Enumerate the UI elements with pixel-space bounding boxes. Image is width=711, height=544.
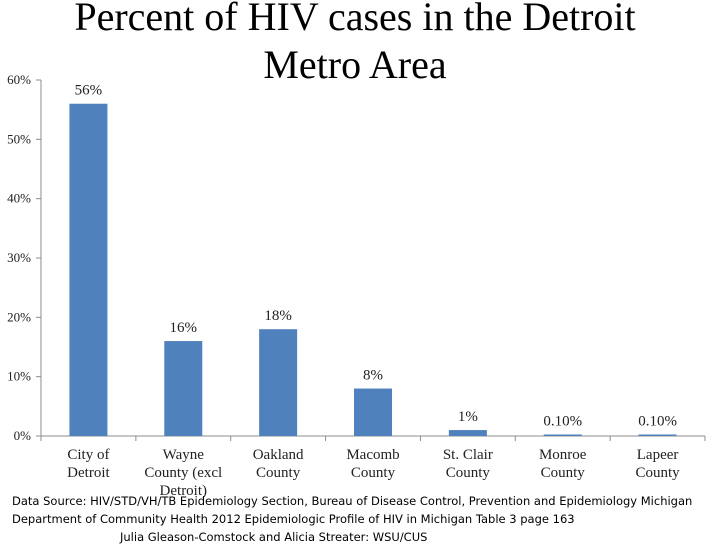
data-label: 8%	[363, 368, 383, 384]
source-line-2: Department of Community Health 2012 Epid…	[12, 512, 575, 526]
category-label: Detroit)	[160, 483, 207, 499]
source-credit: Julia Gleason-Comstock and Alicia Streat…	[120, 530, 428, 544]
category-label: County	[256, 465, 301, 481]
category-label: St. Clair	[443, 447, 493, 463]
y-tick-label: 20%	[7, 309, 31, 324]
chart-bars	[69, 103, 677, 436]
category-label: County	[541, 465, 586, 481]
bar	[69, 103, 108, 436]
chart-category-labels: City of Detroit Wayne County (excl Detroit) O…	[67, 447, 680, 499]
category-label: Oakland	[253, 447, 304, 463]
data-label: 16%	[170, 320, 198, 336]
y-tick-label: 30%	[7, 250, 31, 265]
bar	[638, 434, 677, 436]
chart-title-line: Percent of HIV cases in the Detroit	[74, 0, 635, 39]
bar	[543, 434, 582, 436]
y-tick-label: 50%	[7, 131, 31, 146]
category-label: Lapeer	[637, 447, 679, 463]
chart-axes: 0% 10% 20% 30% 40% 50% 60%	[7, 72, 706, 443]
category-label: Macomb	[346, 447, 399, 463]
y-tick-label: 60%	[7, 72, 31, 87]
data-label: 0.10%	[543, 414, 582, 430]
y-tick-label: 0%	[14, 428, 32, 443]
chart-title-line: Metro Area	[263, 42, 447, 87]
y-tick-label: 40%	[7, 191, 31, 206]
source-line-1: Data Source: HIV/STD/VH/TB Epidemiology …	[12, 494, 693, 508]
category-label: County	[351, 465, 396, 481]
chart-data-labels: 56% 16% 18% 8% 1% 0.10% 0.10%	[75, 83, 677, 430]
data-label: 56%	[75, 83, 103, 99]
category-label: County (excl	[144, 465, 222, 481]
chart-title: Percent of HIV cases in the DetroitMetro…	[74, 0, 635, 87]
bar	[448, 430, 487, 436]
category-label: County	[635, 465, 680, 481]
y-tick-label: 10%	[7, 369, 31, 384]
category-label: City of	[67, 447, 109, 463]
bar	[354, 388, 392, 436]
data-label: 1%	[458, 409, 478, 425]
data-label: 0.10%	[638, 414, 677, 430]
category-label: Detroit	[67, 465, 110, 481]
category-label: Monroe	[539, 447, 587, 463]
data-label: 18%	[264, 308, 292, 324]
bar	[259, 329, 298, 436]
category-label: Wayne	[163, 447, 205, 463]
bar	[164, 341, 203, 436]
category-label: County	[446, 465, 491, 481]
